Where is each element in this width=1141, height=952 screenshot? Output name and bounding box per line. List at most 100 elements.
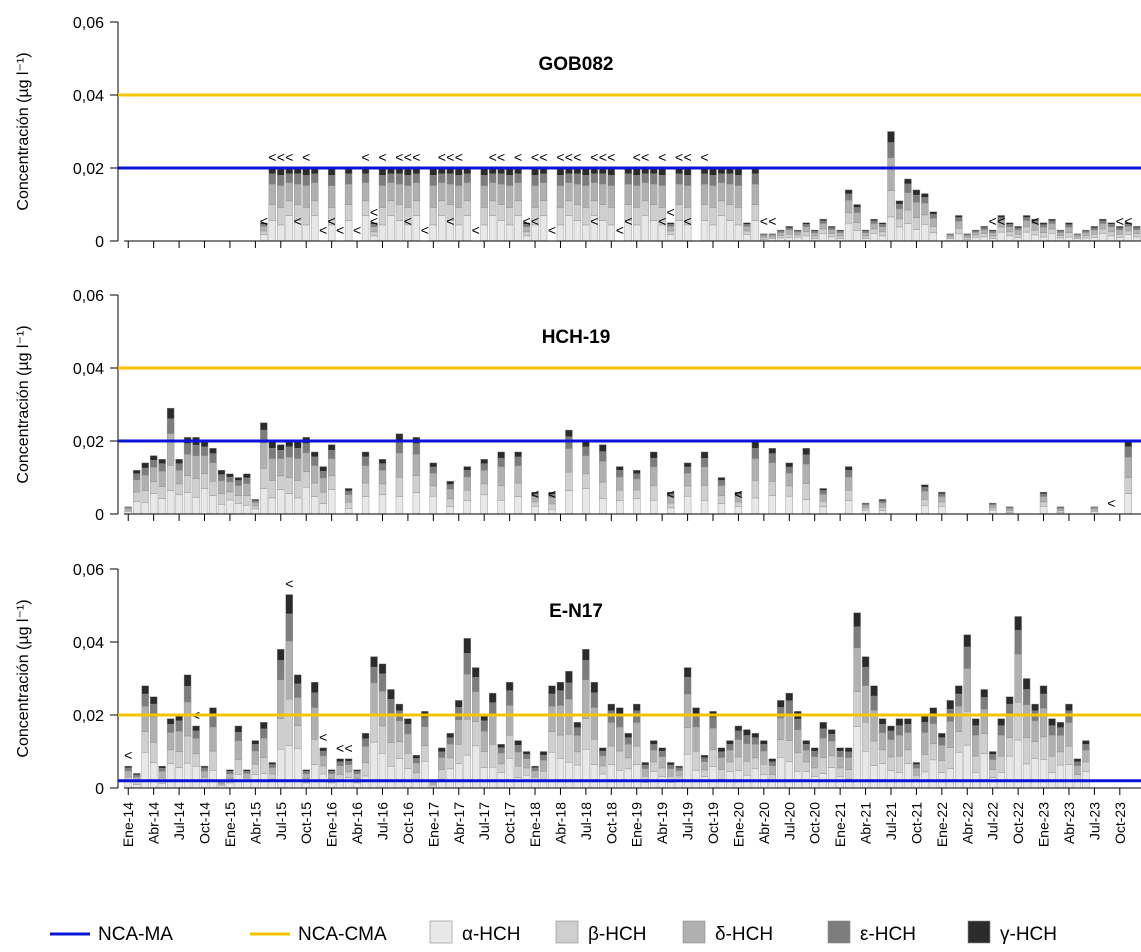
bar-segment-epsilon-hch <box>480 175 488 186</box>
bar-segment-delta-hch <box>955 220 963 229</box>
bar-66 <box>683 167 692 242</box>
bar-segment-gamma-hch <box>1124 222 1132 225</box>
bar-segment-epsilon-hch <box>311 173 319 183</box>
bar-segment-epsilon-hch <box>344 173 353 185</box>
bar-segment-beta-hch <box>378 483 387 496</box>
bar-segment-epsilon-hch <box>133 774 141 778</box>
bar-108 <box>1039 491 1048 515</box>
bar-segment-alpha-hch <box>243 504 251 515</box>
bar-segment-epsilon-hch <box>717 480 726 486</box>
bar-segment-delta-hch <box>861 685 870 723</box>
bar-segment-epsilon-hch <box>785 466 793 474</box>
bar-segment-epsilon-hch <box>268 764 276 768</box>
lt-marker: < <box>1124 213 1132 229</box>
bar-segment-delta-hch <box>285 640 293 700</box>
bar-57 <box>607 703 615 789</box>
bar-segment-epsilon-hch <box>582 175 590 186</box>
bar-segment-gamma-hch <box>387 689 395 700</box>
bar-94 <box>921 484 929 515</box>
bar-segment-gamma-hch <box>361 733 370 739</box>
bar-segment-alpha-hch <box>616 770 624 789</box>
bar-0 <box>124 765 132 789</box>
bar-segment-alpha-hch <box>683 754 692 789</box>
bar-segment-gamma-hch <box>827 226 836 228</box>
bar-segment-gamma-hch <box>777 700 785 708</box>
bar-segment-gamma-hch <box>336 758 344 762</box>
bar-segment-delta-hch <box>616 726 624 752</box>
bar-109 <box>1048 218 1056 242</box>
bar-segment-beta-hch <box>463 200 471 216</box>
bar-segment-gamma-hch <box>675 765 683 769</box>
bar-20 <box>294 167 302 242</box>
bar-segment-alpha-hch <box>1107 235 1116 242</box>
bar-segment-beta-hch <box>819 501 827 508</box>
lt-marker: < <box>989 213 997 229</box>
bar-segment-alpha-hch <box>327 782 336 789</box>
bar-segment-beta-hch <box>387 200 395 216</box>
bar-82 <box>819 722 827 789</box>
bar-segment-gamma-hch <box>226 769 234 772</box>
bar-15 <box>251 499 260 515</box>
bar-segment-alpha-hch <box>972 236 980 242</box>
bar-segment-beta-hch <box>700 204 709 221</box>
bar-segment-alpha-hch <box>1056 764 1065 789</box>
bar-segment-epsilon-hch <box>260 728 268 739</box>
bar-segment-delta-hch <box>963 668 971 712</box>
bar-67 <box>692 707 700 789</box>
bar-segment-gamma-hch <box>472 667 480 678</box>
lt-marker: < <box>404 213 412 229</box>
bar-segment-beta-hch <box>294 480 302 499</box>
lt-marker: < <box>667 486 675 502</box>
bar-segment-beta-hch <box>260 468 268 489</box>
bar-segment-beta-hch <box>972 234 980 238</box>
bar-76 <box>768 448 777 515</box>
bar-segment-epsilon-hch <box>505 175 514 186</box>
x-tick-label: Abr-17 <box>451 802 467 844</box>
bar-25 <box>336 758 344 789</box>
bar-segment-beta-hch <box>1116 234 1124 238</box>
bar-segment-beta-hch <box>616 490 624 501</box>
bar-segment-epsilon-hch <box>802 744 810 751</box>
bar-segment-delta-hch <box>565 182 573 202</box>
bar-segment-delta-hch <box>497 752 505 765</box>
bar-segment-beta-hch <box>192 753 200 767</box>
bar-segment-delta-hch <box>946 721 954 748</box>
bar-95 <box>929 707 938 789</box>
bar-segment-epsilon-hch <box>361 738 370 747</box>
bar-segment-alpha-hch <box>514 496 522 515</box>
x-tick-label: Jul-15 <box>273 802 289 840</box>
bar-segment-epsilon-hch <box>912 194 921 203</box>
bar-segment-epsilon-hch <box>412 758 421 764</box>
bar-segment-alpha-hch <box>861 509 870 515</box>
bar-segment-epsilon-hch <box>404 724 412 735</box>
bar-segment-gamma-hch <box>514 740 522 746</box>
bar-segment-alpha-hch <box>819 233 827 242</box>
bar-segment-beta-hch <box>455 207 463 226</box>
bar-segment-gamma-hch <box>666 762 675 766</box>
bar-segment-epsilon-hch <box>641 764 649 769</box>
bar-segment-epsilon-hch <box>294 173 302 185</box>
bar-segment-gamma-hch <box>149 696 158 705</box>
lt-marker: < <box>658 213 666 229</box>
bar-segment-epsilon-hch <box>200 446 209 456</box>
bar-36 <box>429 462 438 515</box>
bar-segment-delta-hch <box>683 185 692 208</box>
bar-segment-delta-hch <box>1073 234 1082 238</box>
bar-segment-gamma-hch <box>141 462 149 469</box>
bar-segment-epsilon-hch <box>938 493 946 497</box>
bar-segment-delta-hch <box>234 740 243 760</box>
bar-segment-alpha-hch <box>311 496 319 515</box>
bar-segment-alpha-hch <box>921 505 929 515</box>
bar-segment-beta-hch <box>556 734 565 759</box>
bar-69 <box>709 167 717 242</box>
bar-segment-delta-hch <box>480 470 488 485</box>
bar-segment-gamma-hch <box>251 499 260 501</box>
bar-segment-delta-hch <box>912 767 921 776</box>
bar-segment-delta-hch <box>853 212 861 223</box>
bar-segment-gamma-hch <box>260 722 268 730</box>
bar-85 <box>844 747 853 789</box>
bar-segment-beta-hch <box>709 749 717 767</box>
bar-segment-gamma-hch <box>853 204 861 208</box>
lt-marker: < <box>328 213 336 229</box>
bar-28 <box>361 167 370 242</box>
